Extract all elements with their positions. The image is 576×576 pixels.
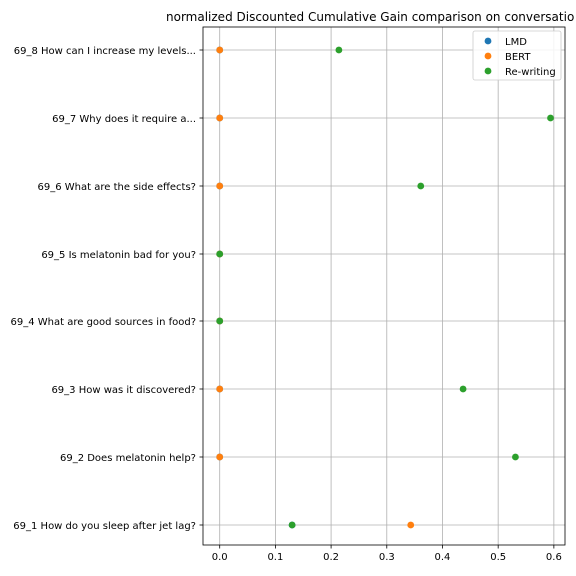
chart-title: normalized Discounted Cumulative Gain co… [166,10,574,24]
point-re-writing [459,385,467,393]
point-bert [216,385,224,393]
legend-box [472,30,562,81]
point-re-writing [335,46,343,54]
point-bert [216,182,224,190]
x-axis-tick-labels: 0.0 0.1 0.2 0.3 0.4 0.5 0.6 [212,545,562,563]
y-tick-label: 69_8 How can I increase my levels... [14,46,196,57]
point-re-writing [216,250,224,258]
legend-label: LMD [505,37,527,48]
data-points [216,46,554,529]
x-tick-label: 0.3 [379,552,395,563]
point-re-writing [417,182,425,190]
y-tick-label: 69_5 Is melatonin bad for you? [41,250,196,261]
point-re-writing [512,453,519,461]
legend: LMD BERT Re-writing [472,30,562,81]
legend-marker [484,37,492,45]
point-bert [216,453,224,461]
point-bert [216,114,224,122]
y-tick-label: 69_3 How was it discovered? [51,385,196,396]
grid-lines [203,27,565,545]
legend-label: BERT [505,52,531,63]
point-re-writing [216,317,224,325]
point-bert [216,46,224,54]
legend-marker [484,67,492,75]
y-tick-label: 69_7 Why does it require a... [52,114,196,125]
y-tick-label: 69_4 What are good sources in food? [11,317,196,328]
x-tick-label: 0.6 [546,552,562,563]
x-tick-label: 0.0 [212,552,228,563]
x-tick-label: 0.1 [267,552,283,563]
x-tick-label: 0.2 [323,552,339,563]
y-axis-tick-labels: 69_1 How do you sleep after jet lag? 69_2… [11,46,203,532]
point-re-writing [547,114,554,122]
point-re-writing [288,521,296,529]
legend-marker [484,52,492,60]
y-tick-label: 69_6 What are the side effects? [38,182,196,193]
legend-label: Re-writing [505,67,556,78]
y-tick-label: 69_2 Does melatonin help? [60,453,196,464]
x-tick-label: 0.5 [490,552,506,563]
y-tick-label: 69_1 How do you sleep after jet lag? [13,521,196,532]
point-bert [407,521,415,529]
x-tick-label: 0.4 [435,552,451,563]
plot-frame [202,26,566,546]
